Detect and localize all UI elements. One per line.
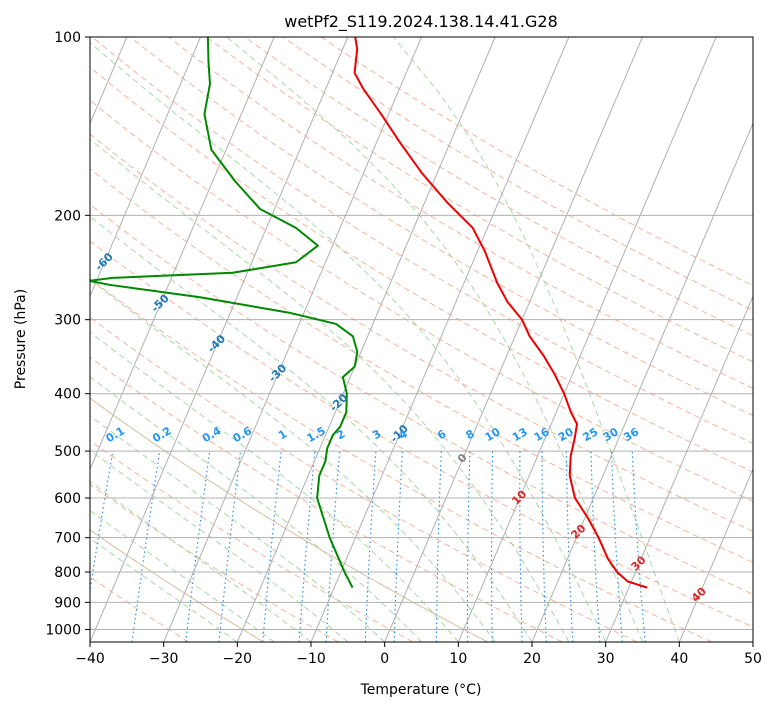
dry-adiabat xyxy=(168,37,753,389)
dry-adiabat xyxy=(206,37,753,363)
mixing-ratio-line xyxy=(491,451,494,642)
mixing-ratio-line xyxy=(466,451,471,642)
x-tick-label: 10 xyxy=(449,651,467,667)
mixing-ratio-line xyxy=(364,451,377,642)
mixing-ratio-line xyxy=(298,451,316,642)
isotherm-line xyxy=(90,37,201,298)
y-tick-label: 200 xyxy=(54,208,81,224)
isotherm-line xyxy=(90,37,275,471)
isotherm-line xyxy=(457,37,717,642)
moist-adiabat xyxy=(90,537,238,642)
moist-adiabat xyxy=(90,481,312,642)
series-line xyxy=(353,37,648,589)
isotherm-line xyxy=(236,37,496,642)
y-tick-label: 300 xyxy=(54,313,81,329)
dry-adiabat xyxy=(90,203,753,595)
isotherm-line xyxy=(531,122,753,642)
y-tick-label: 400 xyxy=(54,387,81,403)
y-tick-label: 100 xyxy=(54,30,81,46)
curved-line xyxy=(90,529,264,642)
x-tick-label: 20 xyxy=(523,651,541,667)
dry-adiabat xyxy=(90,240,753,628)
x-tick-label: 50 xyxy=(744,651,762,667)
dry-adiabat xyxy=(130,37,753,417)
isotherm-line xyxy=(384,37,643,642)
y-tick-label: 500 xyxy=(54,444,81,460)
y-tick-label: 900 xyxy=(54,595,81,611)
mixing-ratio-line xyxy=(393,451,404,642)
y-tick-label: 800 xyxy=(54,565,81,581)
mixing-ratio-line xyxy=(631,451,646,642)
moist-adiabat xyxy=(90,42,607,642)
x-tick-label: −40 xyxy=(75,651,105,667)
mixing-ratio-line xyxy=(565,451,574,642)
x-tick-label: 40 xyxy=(670,651,688,667)
isotherm-line xyxy=(310,37,570,642)
isotherm-line xyxy=(90,37,349,642)
dry-adiabat xyxy=(90,440,414,642)
y-axis-title: Pressure (hPa) xyxy=(13,289,29,389)
moist-adiabat xyxy=(90,510,275,642)
mixing-ratio-line xyxy=(185,451,211,642)
moist-adiabat xyxy=(392,37,680,642)
isotherm-line xyxy=(678,467,753,642)
x-tick-label: 0 xyxy=(380,651,389,667)
dry-adiabat xyxy=(90,66,753,473)
y-tick-label: 1000 xyxy=(45,622,81,638)
mixing-ratio-line xyxy=(519,451,523,642)
curved-line xyxy=(90,397,488,642)
mixing-ratio-line xyxy=(435,451,442,642)
chart-title: wetPf2_S119.2024.138.14.41.G28 xyxy=(284,12,558,32)
dry-adiabat xyxy=(90,316,638,642)
moist-adiabat xyxy=(90,331,459,642)
x-tick-label: 30 xyxy=(597,651,615,667)
plot-frame xyxy=(89,36,754,643)
x-tick-label: −10 xyxy=(296,651,326,667)
moist-adiabat xyxy=(90,215,533,642)
x-axis-title: Temperature (°C) xyxy=(360,682,482,698)
isotherm-line xyxy=(605,295,753,642)
x-tick-label: −20 xyxy=(223,651,253,667)
moist-adiabat xyxy=(90,138,570,642)
mixing-ratio-line xyxy=(262,451,282,642)
moist-adiabat xyxy=(90,415,386,642)
isotherm-line xyxy=(163,37,422,642)
y-tick-label: 600 xyxy=(54,491,81,507)
dry-adiabat xyxy=(90,168,753,563)
mixing-ratio-line xyxy=(590,451,601,642)
y-tick-label: 700 xyxy=(54,531,81,547)
dry-adiabat xyxy=(91,37,753,445)
moist-adiabat xyxy=(226,37,643,642)
dry-adiabat xyxy=(90,133,753,533)
mixing-ratio-line xyxy=(610,451,623,642)
mixing-ratio-line xyxy=(325,451,341,642)
series-line xyxy=(90,37,359,589)
x-tick-label: −30 xyxy=(149,651,179,667)
mixing-ratio-line xyxy=(131,451,161,642)
mixing-ratio-line xyxy=(218,451,242,642)
dry-adiabat xyxy=(90,356,563,642)
